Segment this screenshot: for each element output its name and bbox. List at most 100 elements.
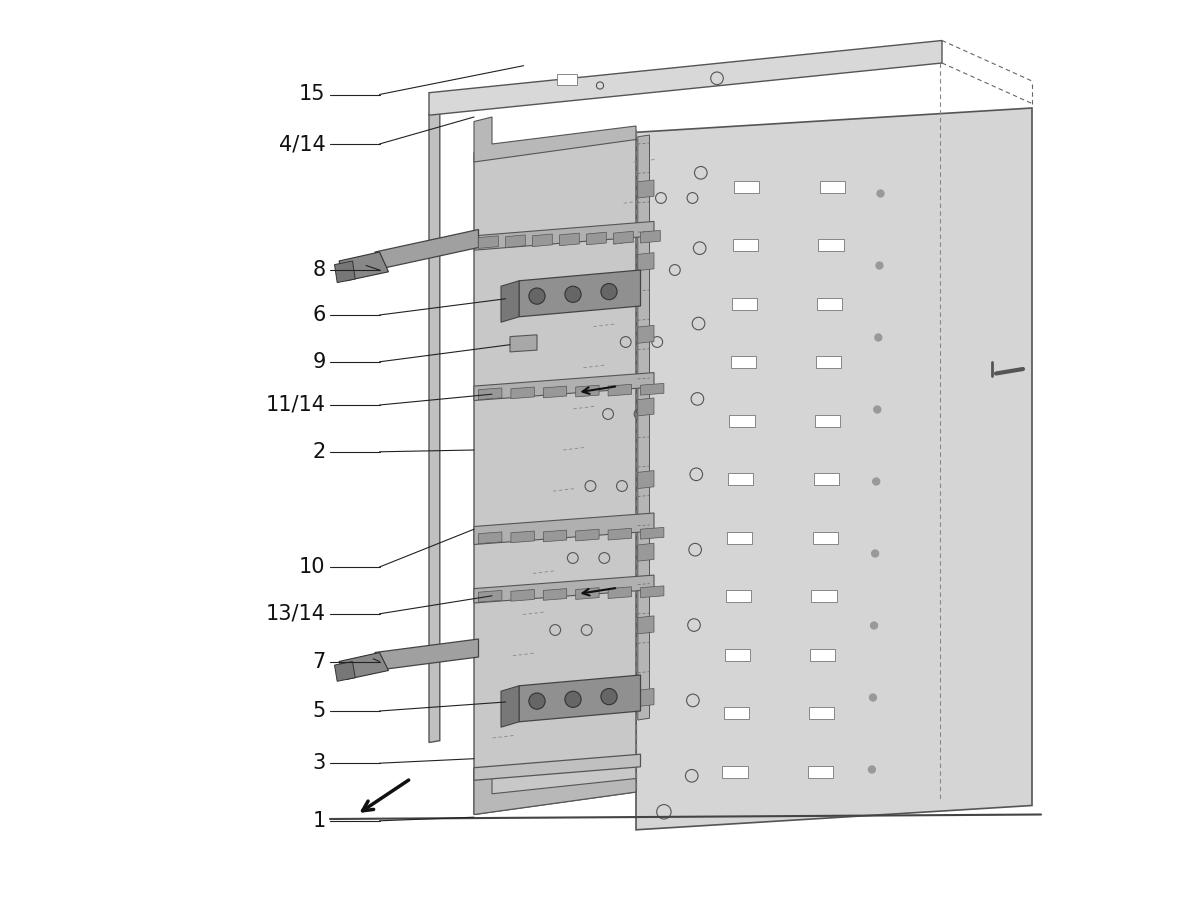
Polygon shape: [374, 639, 479, 670]
Polygon shape: [340, 652, 389, 680]
Bar: [728, 473, 754, 485]
Polygon shape: [613, 231, 634, 244]
Bar: [809, 707, 834, 719]
Polygon shape: [641, 527, 664, 539]
Bar: [725, 649, 750, 661]
Bar: [815, 415, 840, 427]
Bar: [731, 356, 756, 368]
Circle shape: [565, 286, 581, 302]
Polygon shape: [474, 767, 636, 814]
Polygon shape: [474, 373, 654, 400]
Polygon shape: [510, 335, 538, 352]
Polygon shape: [340, 252, 389, 281]
Polygon shape: [638, 616, 654, 634]
Text: 8: 8: [312, 260, 325, 280]
Text: 10: 10: [299, 557, 325, 577]
Bar: [811, 590, 836, 602]
Circle shape: [869, 766, 876, 773]
Polygon shape: [430, 40, 942, 115]
Polygon shape: [479, 236, 498, 248]
Polygon shape: [474, 117, 636, 162]
Polygon shape: [502, 686, 520, 727]
Circle shape: [871, 550, 878, 557]
Polygon shape: [559, 233, 580, 246]
Polygon shape: [576, 385, 599, 397]
Bar: [818, 239, 844, 251]
Polygon shape: [430, 112, 440, 742]
Bar: [812, 532, 838, 544]
Polygon shape: [638, 471, 654, 489]
Circle shape: [876, 262, 883, 269]
Circle shape: [875, 334, 882, 341]
Polygon shape: [479, 590, 502, 602]
Polygon shape: [641, 230, 660, 243]
Bar: [724, 707, 749, 719]
Bar: [814, 473, 839, 485]
Circle shape: [872, 478, 880, 485]
Bar: [722, 766, 748, 778]
Polygon shape: [474, 221, 654, 250]
Circle shape: [601, 284, 617, 300]
Polygon shape: [544, 589, 566, 600]
Bar: [817, 298, 842, 310]
Text: 4/14: 4/14: [278, 134, 325, 154]
Polygon shape: [479, 388, 502, 400]
Polygon shape: [638, 135, 649, 720]
Polygon shape: [474, 575, 654, 603]
Text: 13/14: 13/14: [265, 604, 325, 624]
Polygon shape: [520, 270, 641, 317]
Polygon shape: [638, 688, 654, 706]
Circle shape: [869, 694, 876, 701]
Circle shape: [870, 622, 877, 629]
Bar: [733, 239, 758, 251]
Polygon shape: [638, 398, 654, 416]
Polygon shape: [641, 586, 664, 598]
Polygon shape: [474, 130, 636, 814]
Polygon shape: [511, 387, 534, 399]
Bar: [734, 181, 760, 193]
Text: 9: 9: [312, 352, 325, 372]
Text: 3: 3: [312, 753, 325, 773]
Polygon shape: [544, 530, 566, 542]
Bar: [810, 649, 835, 661]
Polygon shape: [479, 532, 502, 544]
Circle shape: [601, 688, 617, 705]
Bar: [727, 532, 752, 544]
Text: 7: 7: [312, 652, 325, 671]
Bar: [557, 74, 577, 85]
Polygon shape: [636, 108, 1032, 830]
Circle shape: [565, 691, 581, 707]
Text: 5: 5: [312, 701, 325, 721]
Polygon shape: [641, 383, 664, 395]
Text: 1: 1: [312, 811, 325, 831]
Text: 15: 15: [299, 85, 325, 104]
Polygon shape: [587, 232, 606, 245]
Polygon shape: [474, 513, 654, 544]
Polygon shape: [430, 108, 445, 114]
Polygon shape: [335, 662, 355, 681]
Polygon shape: [576, 588, 599, 599]
Text: 6: 6: [312, 305, 325, 325]
Polygon shape: [511, 531, 534, 543]
Polygon shape: [608, 384, 631, 396]
Circle shape: [529, 693, 545, 709]
Bar: [820, 181, 845, 193]
Bar: [816, 356, 841, 368]
Polygon shape: [608, 528, 631, 540]
Polygon shape: [608, 587, 631, 599]
Polygon shape: [474, 754, 641, 780]
Polygon shape: [638, 544, 654, 562]
Circle shape: [529, 288, 545, 304]
Polygon shape: [533, 234, 552, 247]
Polygon shape: [335, 261, 355, 283]
Text: 2: 2: [312, 442, 325, 462]
Polygon shape: [638, 180, 654, 198]
Polygon shape: [638, 253, 654, 271]
Text: 11/14: 11/14: [265, 395, 325, 415]
Polygon shape: [374, 230, 479, 270]
Bar: [808, 766, 833, 778]
Circle shape: [877, 190, 884, 197]
Polygon shape: [576, 529, 599, 541]
Polygon shape: [520, 675, 641, 722]
Polygon shape: [638, 325, 654, 343]
